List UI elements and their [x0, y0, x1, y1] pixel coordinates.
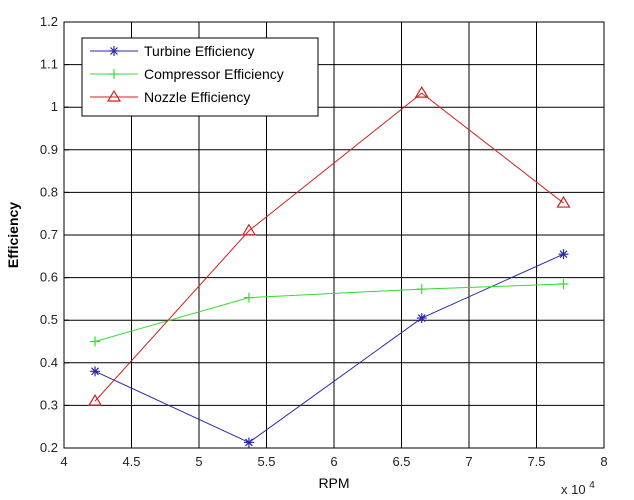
- series-line: [94, 92, 564, 402]
- data-point-marker: [558, 278, 569, 289]
- legend-marker: [106, 89, 122, 102]
- x-tick-label: 5: [195, 454, 202, 469]
- y-tick-label: 0.7: [40, 227, 58, 242]
- legend-marker: [109, 46, 119, 56]
- data-point-marker: [558, 249, 569, 260]
- x-axis-multiplier-base: x 10: [561, 482, 586, 497]
- data-point-marker: [241, 223, 257, 236]
- legend-item: Nozzle Efficiency: [90, 89, 250, 105]
- x-axis-title: RPM: [318, 475, 349, 491]
- data-point-marker: [416, 284, 427, 295]
- y-tick-label: 0.6: [40, 270, 58, 285]
- x-tick-label: 5.5: [257, 454, 275, 469]
- grid-layer: [63, 21, 605, 449]
- y-tick-label: 1: [51, 99, 58, 114]
- x-tick-label: 4.5: [122, 454, 140, 469]
- legend-item: Turbine Efficiency: [90, 43, 255, 59]
- legend-item: Compressor Efficiency: [90, 66, 284, 82]
- data-point-marker: [243, 292, 254, 303]
- legend: Turbine Efficiency Compressor Efficiency N…: [81, 37, 319, 117]
- legend-label: Nozzle Efficiency: [144, 89, 250, 105]
- legend-label: Compressor Efficiency: [144, 66, 284, 82]
- y-tick-label: 0.3: [40, 397, 58, 412]
- x-tick-label: 4: [60, 454, 67, 469]
- data-point-marker: [87, 393, 103, 406]
- series-line: [94, 283, 564, 342]
- ticks-layer: 4 4.5 5 5.5 6 6.5 7 7.5 8 0.2 0.3 0.4 0.5 0.6 0.7 0.8 0.…: [40, 14, 608, 469]
- x-tick-label: 6.5: [392, 454, 410, 469]
- legend-label: Turbine Efficiency: [144, 43, 255, 59]
- legend-marker: [109, 69, 119, 79]
- y-tick-label: 0.8: [40, 184, 58, 199]
- data-point-marker: [243, 437, 254, 448]
- legend-items: Turbine Efficiency Compressor Efficiency N…: [90, 43, 284, 105]
- x-tick-label: 8: [600, 454, 607, 469]
- series-2: [90, 278, 569, 347]
- series-layer: [87, 85, 571, 448]
- data-point-marker: [416, 313, 427, 324]
- y-tick-label: 1.2: [40, 14, 58, 29]
- x-tick-label: 7.5: [527, 454, 545, 469]
- x-tick-label: 7: [465, 454, 472, 469]
- y-tick-label: 1.1: [40, 57, 58, 72]
- data-point-marker: [90, 336, 101, 347]
- data-point-marker: [414, 85, 429, 98]
- x-axis-multiplier-exponent: 4: [589, 480, 595, 491]
- y-tick-label: 0.4: [40, 355, 58, 370]
- series-1: [90, 249, 569, 448]
- y-tick-label: 0.9: [40, 142, 58, 157]
- data-point-marker: [90, 366, 101, 377]
- x-axis-multiplier: x 10 4: [561, 480, 595, 497]
- x-tick-label: 6: [330, 454, 337, 469]
- y-axis-title: Efficiency: [5, 202, 21, 268]
- series-line: [94, 253, 564, 444]
- y-tick-label: 0.5: [40, 312, 58, 327]
- data-point-marker: [556, 195, 571, 208]
- series-3: [87, 85, 571, 406]
- y-tick-label: 0.2: [40, 440, 58, 455]
